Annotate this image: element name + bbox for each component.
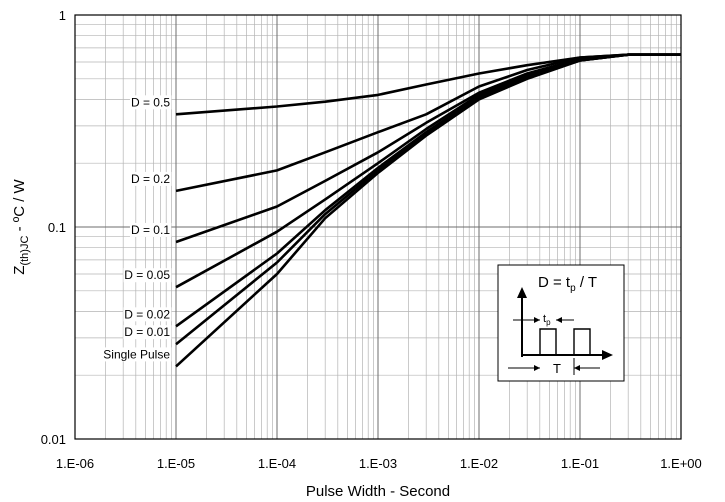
inset-tp-arrowhead-right <box>556 317 562 323</box>
x-tick-label: 1.E+00 <box>660 456 702 471</box>
x-axis-title: Pulse Width - Second <box>306 483 450 500</box>
x-tick-labels: 1.E-06 1.E-05 1.E-04 1.E-03 1.E-02 1.E-01 1.E+… <box>56 456 702 471</box>
y-axis-title-sub: (th)JC <box>19 236 31 266</box>
inset-period-label: T <box>553 361 561 376</box>
curve-label: D = 0.5 <box>131 95 170 109</box>
curve-label-background <box>129 222 172 237</box>
x-tick-label: 1.E-04 <box>258 456 296 471</box>
x-tick-label: 1.E-01 <box>561 456 599 471</box>
y-axis-title-main: Z <box>11 266 28 275</box>
curve-label-background <box>102 347 172 362</box>
inset-period-arrowhead-left <box>534 365 540 371</box>
x-tick-label: 1.E-03 <box>359 456 397 471</box>
y-axis-title-rest: - ºC / W <box>11 178 28 235</box>
curve-label: Single Pulse <box>103 347 170 361</box>
series-line <box>175 53 681 116</box>
y-tick-label: 0.01 <box>41 432 66 447</box>
inset-title-sub: p <box>570 283 576 294</box>
y-tick-label: 1 <box>59 8 66 23</box>
inset-pulse-train <box>522 328 604 356</box>
curve-label: D = 0.05 <box>124 268 170 282</box>
inset-box <box>497 264 625 382</box>
inset-tp-label: tp <box>543 313 551 327</box>
curve-label-background <box>123 325 172 340</box>
curve-label-background <box>129 95 172 110</box>
series-line <box>175 53 681 289</box>
x-tick-label: 1.E-02 <box>460 456 498 471</box>
curve-label-background <box>123 268 172 283</box>
curve-labels: D = 0.5 D = 0.2 D = 0.1 D = 0.05 D = 0.02 D =… <box>102 95 172 362</box>
inset-title-rest: / T <box>576 274 597 291</box>
curve-label: D = 0.2 <box>131 172 170 186</box>
curve-label: D = 0.01 <box>124 325 170 339</box>
inset-title: D = tp / T <box>538 274 597 294</box>
inset-horizontal-arrowhead <box>602 350 613 360</box>
inset-vertical-arrowhead <box>517 287 527 298</box>
curve-label-background <box>129 171 172 186</box>
inset-period-arrowhead-right <box>574 365 580 371</box>
plot-area-frame <box>74 14 682 440</box>
duty-cycle-inset: D = tp / T tp T <box>497 264 625 382</box>
y-tick-label: 0.1 <box>48 220 66 235</box>
y-tick-labels: 0.01 0.1 1 <box>41 8 66 447</box>
series-line <box>175 53 681 368</box>
curve-label-background <box>123 307 172 322</box>
inset-tp-arrowhead-left <box>534 317 540 323</box>
series-group <box>175 53 681 368</box>
inset-title-main: D = t <box>538 274 571 291</box>
x-tick-label: 1.E-05 <box>157 456 195 471</box>
curve-label: D = 0.02 <box>124 307 170 321</box>
inset-tp-sub: p <box>546 318 551 327</box>
y-axis-title: Z(th)JC - ºC / W <box>11 178 31 274</box>
inset-tp-main: t <box>543 313 546 325</box>
curve-label: D = 0.1 <box>131 223 170 237</box>
x-tick-label: 1.E-06 <box>56 456 94 471</box>
